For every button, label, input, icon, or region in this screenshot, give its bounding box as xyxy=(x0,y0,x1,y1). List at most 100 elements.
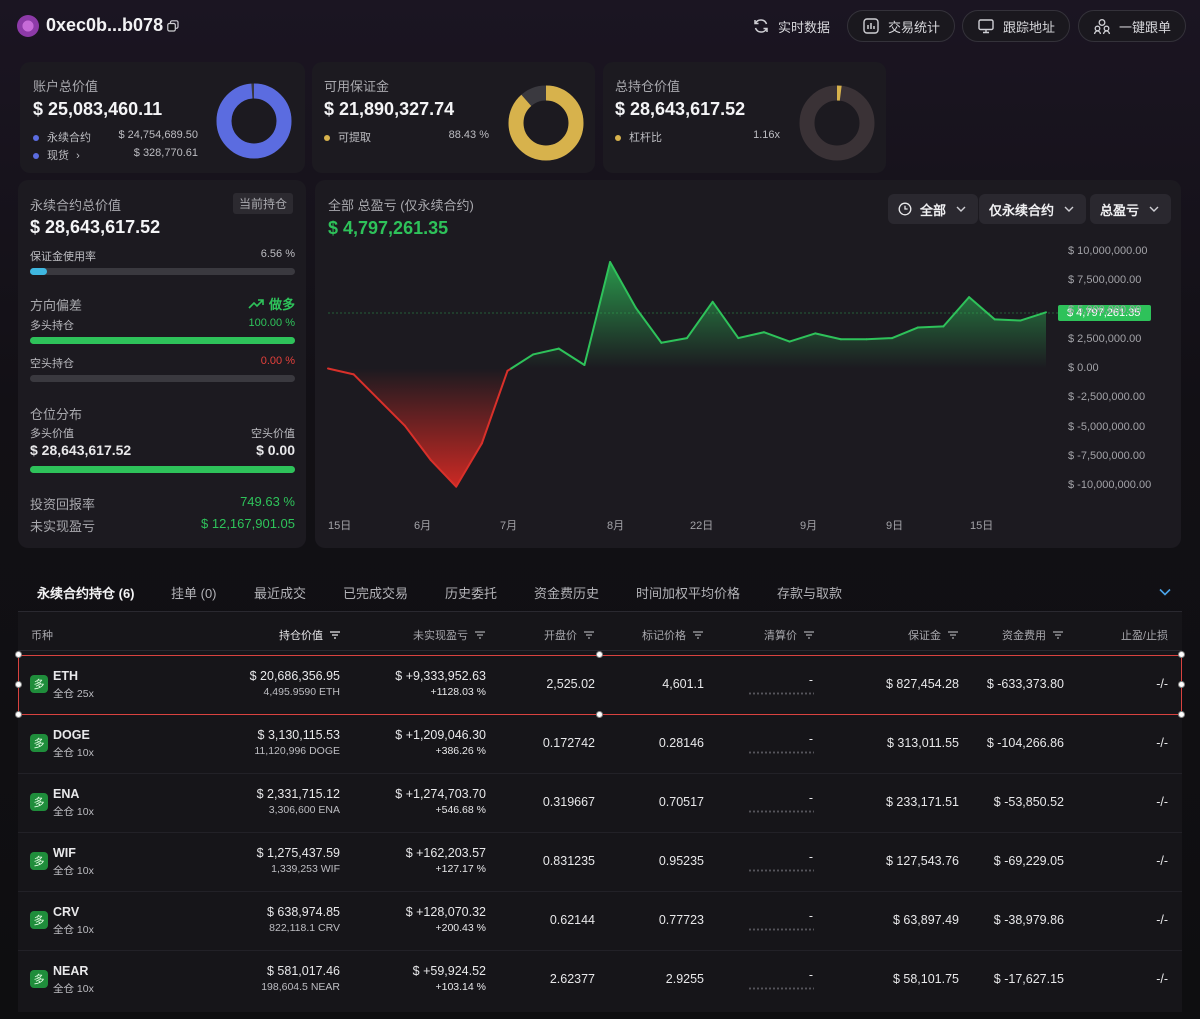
spot-row[interactable]: 现货 › $ 328,770.61 xyxy=(33,147,198,163)
header-position-value[interactable]: 持仓价值 xyxy=(279,627,341,643)
tpsl-value[interactable]: -/- xyxy=(1156,736,1168,750)
header-margin-label: 保证金 xyxy=(908,630,941,642)
x-tick-label: 15日 xyxy=(970,520,994,532)
table-row[interactable]: 多 ENA 全仓 10x $ 2,331,715.12 3,306,600 ENA $ +… xyxy=(18,773,1182,832)
table-row[interactable]: 多 CRV 全仓 10x $ 638,974.85 822,118.1 CRV $ +12… xyxy=(18,891,1182,950)
position-value: $ 581,017.46 xyxy=(267,964,340,978)
coin-symbol[interactable]: ENA xyxy=(53,787,80,801)
perp-dot-icon xyxy=(33,135,39,141)
trade-stats-button[interactable]: 交易统计 xyxy=(847,10,956,42)
copy-icon[interactable] xyxy=(167,20,179,32)
current-position-tag: 当前持仓 xyxy=(233,193,294,214)
x-tick-label: 8月 xyxy=(607,520,625,532)
table-row[interactable]: 多 NEAR 全仓 10x $ 581,017.46 198,604.5 NEAR $ +… xyxy=(18,950,1182,1009)
pnl-type-label: 总盈亏 xyxy=(1100,202,1140,218)
realtime-data-button[interactable]: 实时数据 xyxy=(738,10,844,42)
coin-symbol[interactable]: NEAR xyxy=(53,964,89,978)
resize-handle[interactable] xyxy=(15,711,22,718)
long-value: $ 28,643,617.52 xyxy=(30,442,132,458)
tab-twap[interactable]: 时间加权平均价格 xyxy=(636,586,741,601)
tpsl-value[interactable]: -/- xyxy=(1156,795,1168,809)
copy-trade-button[interactable]: 一键跟单 xyxy=(1078,10,1187,42)
resize-handle[interactable] xyxy=(1178,711,1185,718)
track-address-button[interactable]: 跟踪地址 xyxy=(962,10,1071,42)
margin-mode: 全仓 10x xyxy=(53,865,94,877)
long-position-bar xyxy=(30,337,295,344)
contract-type-dropdown[interactable]: 仅永续合约 xyxy=(979,194,1087,224)
resize-handle[interactable] xyxy=(596,711,603,718)
users-icon xyxy=(1093,19,1111,35)
tab-order-history[interactable]: 历史委托 xyxy=(445,586,498,601)
mark-price: 0.70517 xyxy=(658,795,704,809)
margin-value: $ 63,897.49 xyxy=(892,913,959,927)
header-mark-price[interactable]: 标记价格 xyxy=(642,627,704,643)
pnl-line-segment xyxy=(1019,311,1047,322)
tpsl-value[interactable]: -/- xyxy=(1156,677,1168,691)
tab-perp-positions[interactable]: 永续合约持仓 (6) xyxy=(37,586,135,601)
withdrawable-dot-icon xyxy=(324,135,330,141)
long-side-badge: 多 xyxy=(30,793,48,811)
coin-symbol[interactable]: DOGE xyxy=(53,728,90,742)
upnl-percent: +127.17 % xyxy=(435,863,486,875)
avatar xyxy=(17,15,39,37)
tab-funding-history[interactable]: 资金费历史 xyxy=(534,586,600,601)
header-entry-price[interactable]: 开盘价 xyxy=(544,627,595,643)
tab-deposits-withdrawals[interactable]: 存款与取款 xyxy=(777,586,843,601)
tpsl-value[interactable]: -/- xyxy=(1156,854,1168,868)
tab-open-orders[interactable]: 挂单 (0) xyxy=(171,586,217,601)
resize-handle[interactable] xyxy=(596,651,603,658)
pnl-type-dropdown[interactable]: 总盈亏 xyxy=(1090,194,1172,224)
mark-price: 4,601.1 xyxy=(662,677,704,691)
long-side-badge: 多 xyxy=(30,675,48,693)
entry-price: 2,525.02 xyxy=(546,677,595,691)
margin-value: $ 827,454.28 xyxy=(886,677,959,691)
funding-fee: $ -17,627.15 xyxy=(993,972,1064,986)
long-side-badge: 多 xyxy=(30,970,48,988)
tpsl-value[interactable]: -/- xyxy=(1156,972,1168,986)
margin-mode: 全仓 25x xyxy=(53,688,94,700)
liq-price: - xyxy=(808,732,813,746)
collapse-chevron-icon[interactable] xyxy=(1158,586,1172,598)
coin-symbol[interactable]: ETH xyxy=(53,669,78,683)
liq-price: - xyxy=(808,968,813,982)
withdrawable-row: 可提取 88.43 % xyxy=(324,129,489,145)
header-funding[interactable]: 资金费用 xyxy=(1002,627,1064,643)
tab-completed-trades[interactable]: 已完成交易 xyxy=(343,586,409,601)
table-row[interactable]: 多 ETH 全仓 25x $ 20,686,356.95 4,495.9590 ETH $… xyxy=(18,655,1182,714)
header-margin[interactable]: 保证金 xyxy=(908,627,959,643)
liq-price-placeholder xyxy=(748,928,814,931)
resize-handle[interactable] xyxy=(15,651,22,658)
pnl-line-segment xyxy=(788,332,817,343)
coin-symbol[interactable]: CRV xyxy=(53,905,80,919)
tpsl-value[interactable]: -/- xyxy=(1156,913,1168,927)
sort-icon xyxy=(330,631,340,639)
withdrawable-value: 88.43 % xyxy=(448,129,489,141)
tab-recent-fills[interactable]: 最近成交 xyxy=(254,586,307,601)
table-row[interactable]: 多 DOGE 全仓 10x $ 3,130,115.53 11,120,996 DOGE… xyxy=(18,714,1182,773)
distribution-label: 仓位分布 xyxy=(30,407,83,422)
chevron-down-icon xyxy=(956,206,966,212)
resize-handle[interactable] xyxy=(15,681,22,688)
y-tick-label: $ -2,500,000.00 xyxy=(1068,391,1146,404)
bias-indicator: 做多 xyxy=(248,294,295,313)
mark-price: 2.9255 xyxy=(665,972,704,986)
header-liq-price[interactable]: 清算价 xyxy=(764,627,815,643)
sort-icon xyxy=(693,631,703,639)
wallet-address[interactable]: 0xec0b...b078 xyxy=(46,15,164,35)
distribution-bar-fill xyxy=(30,466,295,473)
resize-handle[interactable] xyxy=(1178,681,1185,688)
resize-handle[interactable] xyxy=(1178,651,1185,658)
table-row[interactable]: 多 WIF 全仓 10x $ 1,275,437.59 1,339,253 WIF $ +… xyxy=(18,832,1182,891)
coin-symbol[interactable]: WIF xyxy=(53,846,76,860)
tab-divider xyxy=(18,611,1182,612)
y-tick-label: $ 2,500,000.00 xyxy=(1068,332,1142,345)
header-liq-price-label: 清算价 xyxy=(764,630,797,642)
row-divider xyxy=(18,950,1182,951)
bar-chart-icon xyxy=(863,18,879,34)
upnl-percent: +546.68 % xyxy=(435,804,486,816)
header-upnl[interactable]: 未实现盈亏 xyxy=(413,627,486,643)
refresh-icon xyxy=(754,19,768,33)
time-range-dropdown[interactable]: 全部 xyxy=(888,194,979,224)
trade-stats-label: 交易统计 xyxy=(888,19,941,35)
leverage-label: 杠杆比 xyxy=(629,132,662,144)
